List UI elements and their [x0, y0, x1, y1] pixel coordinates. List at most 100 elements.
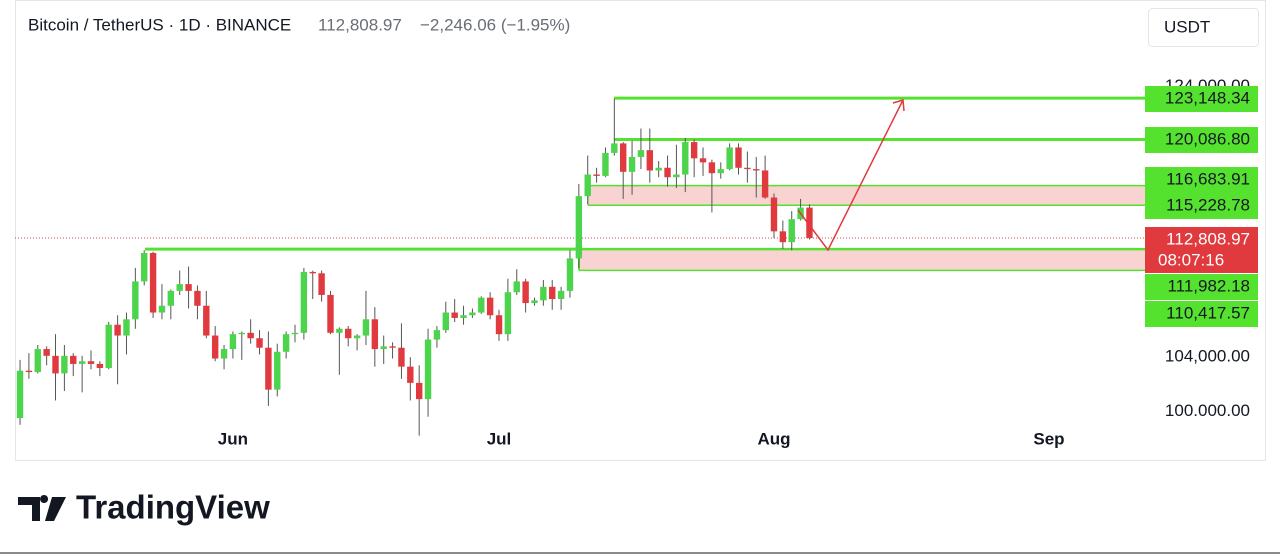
- candle-body: [708, 162, 716, 174]
- candle-body: [744, 167, 751, 170]
- candle-body: [34, 349, 41, 373]
- zone: [588, 185, 1145, 206]
- price-axis: 124,000.00104,000.00100.000.00123,148.34…: [1145, 76, 1258, 420]
- candle-body: [167, 290, 175, 306]
- zone: [579, 249, 1145, 271]
- x-tick-label: Jun: [218, 429, 248, 448]
- candle-body: [619, 143, 627, 172]
- currency-label[interactable]: USDT: [1164, 17, 1210, 36]
- level-label: 120,086.80: [1165, 129, 1250, 148]
- candle-body: [460, 315, 467, 318]
- candle-body: [424, 339, 432, 400]
- candle-body: [203, 305, 210, 336]
- candle-body: [291, 332, 299, 335]
- candle-body: [43, 349, 50, 356]
- level-label: 110,417.57: [1166, 303, 1250, 322]
- candle-body: [655, 167, 662, 171]
- candle-body: [256, 338, 263, 348]
- level-label: 116,683.91: [1166, 169, 1250, 188]
- candle-body: [380, 346, 387, 350]
- candle-body: [194, 290, 201, 306]
- countdown-label: 08:07:16: [1158, 250, 1224, 269]
- last-price-box: [1145, 227, 1258, 273]
- candle-body: [238, 332, 245, 335]
- projection-arrowhead: [892, 99, 905, 112]
- level-label: 123,148.34: [1165, 88, 1250, 107]
- candle-body: [646, 150, 654, 171]
- level-label-box: [1145, 167, 1258, 193]
- currency-button[interactable]: [1148, 8, 1259, 47]
- candle-body: [628, 156, 636, 172]
- candle-body: [531, 300, 538, 304]
- level-label: 115,228.78: [1166, 195, 1250, 214]
- level-label-box: [1145, 86, 1258, 112]
- candle-body: [673, 174, 680, 178]
- candle-body: [114, 324, 121, 336]
- candle-body: [247, 332, 254, 339]
- candle-body: [87, 361, 95, 364]
- last-price-label: 112,808.97: [1166, 229, 1250, 248]
- candle-body: [433, 330, 441, 340]
- candle-body: [664, 167, 671, 178]
- projection-arrow: [797, 99, 904, 252]
- candle-body: [327, 294, 334, 333]
- candle-body: [16, 370, 24, 419]
- candle-body: [469, 312, 476, 316]
- candle-body: [309, 271, 316, 274]
- candle-body: [415, 382, 423, 400]
- candle-body: [300, 271, 308, 333]
- candle-body: [690, 142, 698, 159]
- candle-body: [336, 328, 343, 333]
- candle-body: [522, 281, 529, 304]
- candle-body: [70, 355, 77, 364]
- y-tick-label: 104,000.00: [1165, 347, 1250, 366]
- candle-body: [25, 370, 33, 373]
- candle-body: [602, 152, 609, 176]
- candle-body: [478, 297, 485, 313]
- candle-body: [575, 196, 583, 259]
- x-tick-label: Sep: [1033, 429, 1064, 448]
- candle-body: [549, 286, 556, 299]
- candle-body: [682, 142, 689, 175]
- candle-body: [353, 335, 361, 339]
- candle-body: [185, 284, 192, 291]
- candle-body: [611, 143, 618, 153]
- header-change: −2,246.06 (−1.95%): [420, 15, 570, 34]
- candle-body: [637, 150, 645, 157]
- candle-body: [398, 347, 405, 367]
- candle-body: [557, 290, 565, 299]
- candle-body: [442, 312, 449, 331]
- candle-body: [318, 273, 325, 295]
- candle-body: [495, 315, 503, 335]
- symbol-title: Bitcoin / TetherUS · 1D · BINANCE: [28, 15, 291, 34]
- candle-body: [407, 366, 414, 383]
- candle-body: [158, 305, 166, 313]
- candle-body: [788, 219, 795, 243]
- x-tick-label: Jul: [487, 429, 512, 448]
- candle-body: [345, 328, 352, 339]
- candle-body: [371, 319, 379, 350]
- candle-body: [96, 363, 104, 368]
- header-price: 112,808.97: [318, 15, 402, 34]
- candle-body: [123, 319, 130, 336]
- chart-frame: [15, 0, 1266, 461]
- candle-body: [504, 292, 512, 335]
- x-tick-label: Aug: [757, 429, 790, 448]
- candle-body: [513, 281, 520, 293]
- candle-body: [105, 324, 112, 368]
- level-label-box: [1145, 193, 1258, 219]
- candle-body: [806, 207, 813, 238]
- brand-name: TradingView: [76, 489, 270, 526]
- candle-body: [274, 351, 281, 390]
- candle-body: [761, 170, 769, 198]
- level-label-box: [1145, 274, 1258, 300]
- y-tick-label: 100.000.00: [1165, 401, 1250, 420]
- candle-body: [593, 174, 600, 176]
- candle-body: [362, 319, 370, 336]
- candle-body: [176, 284, 183, 291]
- plot-area: Jun Jul Aug Sep: [15, 96, 1145, 448]
- candle-body: [389, 346, 396, 348]
- candle-body: [52, 355, 59, 374]
